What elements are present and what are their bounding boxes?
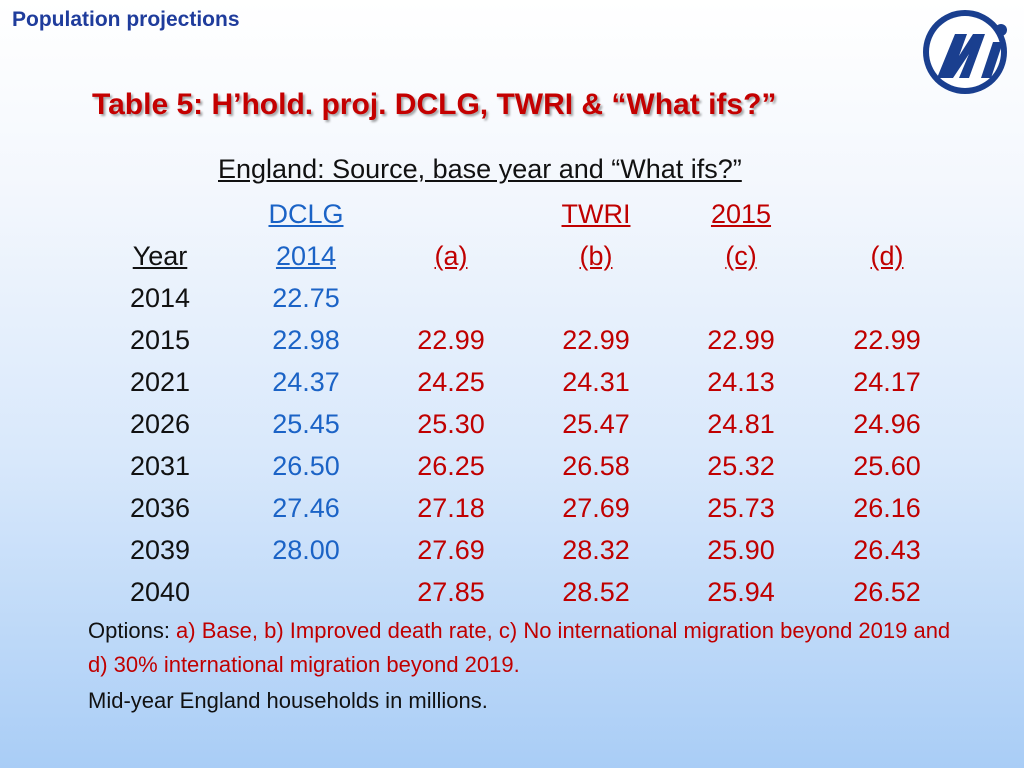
table-cell-year: 2039	[129, 535, 191, 565]
table-cell-year: 2026	[129, 409, 191, 439]
table-cell-d: 24.96	[853, 409, 921, 439]
table-cell-dclg: 22.75	[272, 283, 340, 313]
col-header-source-dclg: DCLG	[268, 199, 344, 229]
table-cell-d: 26.43	[853, 535, 921, 565]
table-cell-b: 25.47	[562, 409, 630, 439]
table-cell-c: 22.99	[707, 325, 775, 355]
table-cell-b: 24.31	[562, 367, 630, 397]
table-cell-b: 28.32	[562, 535, 630, 565]
table-cell-c: 24.81	[707, 409, 775, 439]
table-cell-a: 22.99	[417, 325, 485, 355]
table-cell-c: 24.13	[707, 367, 775, 397]
table-cell-year: 2036	[129, 493, 191, 523]
table-cell-d: 26.16	[853, 493, 921, 523]
header-title: Population projections	[12, 8, 240, 31]
logo-icon	[915, 0, 1015, 100]
table-cell-c: 25.73	[707, 493, 775, 523]
table-cell-b: 22.99	[562, 325, 630, 355]
table-cell-a: 26.25	[417, 451, 485, 481]
table-cell-a: 27.18	[417, 493, 485, 523]
table-cell-dclg: 24.37	[272, 367, 340, 397]
table-cell-a: 24.25	[417, 367, 485, 397]
table-cell-dclg: 26.50	[272, 451, 340, 481]
table-cell-a: 27.85	[417, 577, 485, 607]
options-label: Options:	[88, 618, 177, 643]
col-header-b: (b)	[579, 241, 613, 271]
table-cell-b: 26.58	[562, 451, 630, 481]
table-cell-dclg: 22.98	[272, 325, 340, 355]
table-cell-a: 25.30	[417, 409, 485, 439]
units-note: Mid-year England households in millions.	[88, 688, 488, 713]
table-subtitle: England: Source, base year and “What ifs…	[218, 154, 742, 184]
options-note: Options: a) Base, b) Improved death rate…	[88, 614, 968, 682]
table-cell-b: 28.52	[562, 577, 630, 607]
table-cell-d: 25.60	[853, 451, 921, 481]
table-cell-dclg: 25.45	[272, 409, 340, 439]
options-text: a) Base, b) Improved death rate, c) No i…	[88, 618, 951, 677]
table-cell-year: 2021	[129, 367, 191, 397]
col-header-year: Year	[132, 241, 188, 271]
table-cell-year: 2015	[129, 325, 191, 355]
col-header-source-twri: TWRI	[561, 199, 631, 229]
col-header-a: (a)	[434, 241, 468, 271]
table-cell-d: 26.52	[853, 577, 921, 607]
slide-title: Table 5: H’hold. proj. DCLG, TWRI & “Wha…	[92, 88, 777, 121]
col-header-source-2015: 2015	[710, 199, 772, 229]
col-header-c: (c)	[725, 241, 757, 271]
table-cell-dclg: 28.00	[272, 535, 340, 565]
table-cell-dclg: 27.46	[272, 493, 340, 523]
table-cell-year: 2040	[129, 577, 191, 607]
col-header-d: (d)	[870, 241, 904, 271]
table-cell-a: 27.69	[417, 535, 485, 565]
table-cell-year: 2031	[129, 451, 191, 481]
table-cell-c: 25.94	[707, 577, 775, 607]
table-cell-year: 2014	[129, 283, 191, 313]
table-cell-d: 22.99	[853, 325, 921, 355]
col-header-dclg-2014: 2014	[275, 241, 337, 271]
table-cell-c: 25.90	[707, 535, 775, 565]
table-cell-d: 24.17	[853, 367, 921, 397]
table-cell-b: 27.69	[562, 493, 630, 523]
table-cell-c: 25.32	[707, 451, 775, 481]
